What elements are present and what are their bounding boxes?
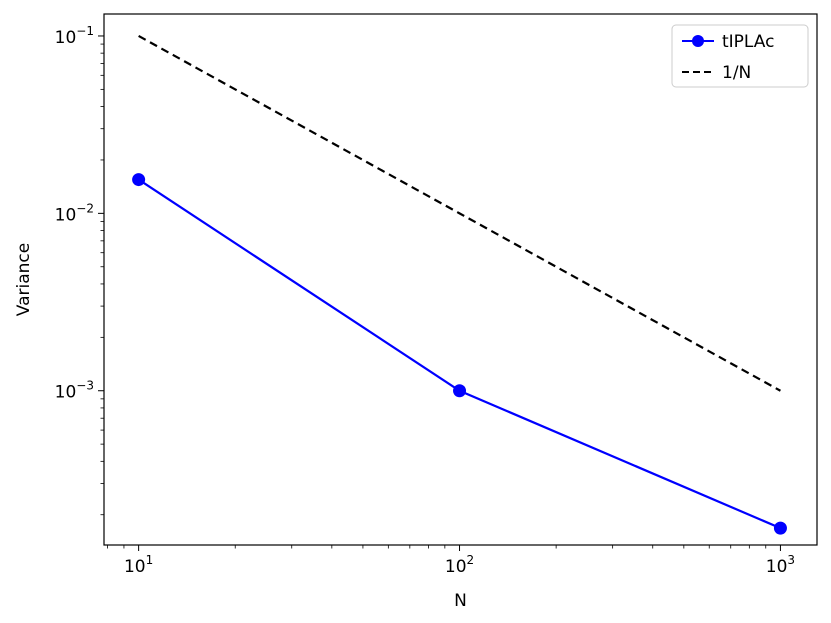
y-tick-label: 10−3 bbox=[55, 379, 94, 403]
y-tick-label: 10−2 bbox=[55, 201, 94, 225]
x-tick-label: 101 bbox=[124, 553, 153, 577]
series-point-0 bbox=[453, 384, 467, 398]
plot-area bbox=[104, 14, 817, 545]
legend: tIPLAc 1/N bbox=[671, 24, 809, 88]
series-layer bbox=[132, 35, 787, 535]
x-tick-label: 102 bbox=[445, 553, 474, 577]
plot-frame bbox=[103, 13, 818, 546]
series-point-0 bbox=[773, 521, 787, 535]
y-axis-label: Variance bbox=[14, 243, 34, 316]
series-line-1 bbox=[138, 35, 781, 392]
legend-label-1-over-n: 1/N bbox=[722, 63, 751, 83]
legend-marker-tiplac bbox=[692, 35, 704, 47]
y-tick-label: 10−1 bbox=[55, 24, 94, 48]
series-point-0 bbox=[132, 173, 146, 187]
legend-label-tiplac: tIPLAc bbox=[722, 32, 774, 52]
x-axis-label: N bbox=[454, 591, 467, 611]
x-tick-label: 103 bbox=[766, 553, 795, 577]
